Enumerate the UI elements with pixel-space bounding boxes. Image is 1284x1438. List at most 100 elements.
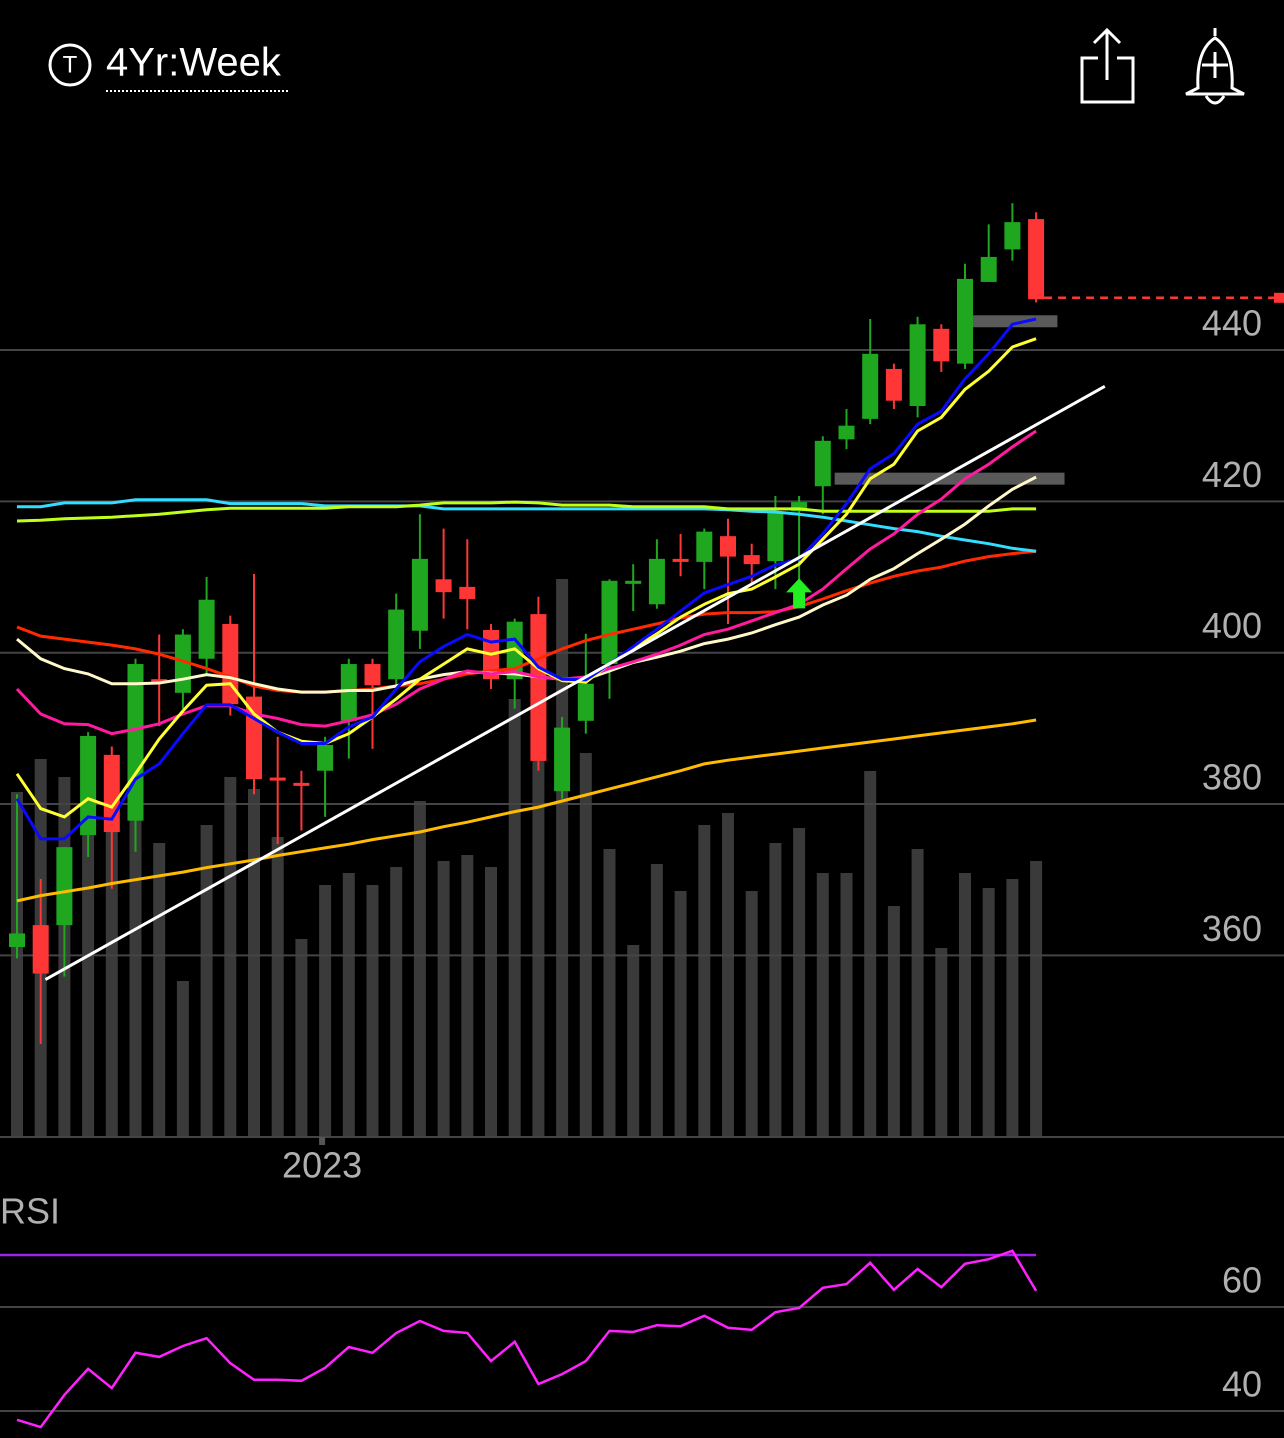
volume-bar bbox=[1030, 861, 1043, 1137]
candle-body bbox=[364, 664, 381, 686]
bell-plus bbox=[1202, 52, 1228, 78]
y-tick-label: 420 bbox=[1202, 454, 1262, 495]
moving-average bbox=[16, 549, 1037, 694]
alert-button[interactable] bbox=[1185, 28, 1245, 105]
panel-title: RSI bbox=[0, 1191, 60, 1232]
volume-bar bbox=[840, 873, 853, 1137]
bell-clapper bbox=[1204, 95, 1226, 105]
volume-bar bbox=[864, 771, 877, 1137]
candle-body bbox=[767, 511, 784, 562]
volume-bar bbox=[556, 579, 569, 1137]
candle-body bbox=[838, 425, 855, 440]
candle-body bbox=[720, 536, 736, 557]
moving-average bbox=[15, 429, 1037, 736]
candle-body bbox=[56, 847, 73, 926]
share-arrow bbox=[1092, 27, 1122, 80]
volume-bar bbox=[887, 906, 900, 1137]
candle-body bbox=[269, 777, 286, 781]
volume-bar bbox=[745, 891, 758, 1137]
share-button[interactable] bbox=[1080, 27, 1135, 104]
candle-body bbox=[909, 324, 926, 407]
moving-average bbox=[16, 500, 1037, 523]
candle-body bbox=[743, 555, 760, 565]
y-tick-label: 440 bbox=[1202, 303, 1262, 344]
volume-bar bbox=[935, 948, 948, 1137]
candle-body bbox=[696, 531, 713, 562]
candle-body bbox=[577, 683, 594, 721]
y-tick-label: 60 bbox=[1222, 1260, 1262, 1301]
moving-average bbox=[17, 498, 1037, 553]
candle-body bbox=[601, 580, 618, 665]
y-tick-label: 40 bbox=[1222, 1364, 1262, 1405]
candle-body bbox=[554, 727, 571, 792]
x-tick-label: 2023 bbox=[282, 1145, 362, 1186]
candle-body bbox=[293, 782, 310, 786]
volume-bar bbox=[271, 837, 284, 1137]
volume-bar bbox=[82, 741, 95, 1137]
y-tick-label: 360 bbox=[1202, 908, 1262, 949]
volume-bar bbox=[366, 885, 379, 1137]
volume-bar bbox=[650, 864, 663, 1137]
candle-body bbox=[80, 735, 97, 836]
volume-bar bbox=[200, 825, 213, 1137]
candle-body bbox=[791, 502, 808, 512]
moving-average bbox=[16, 718, 1037, 903]
volume-bar bbox=[627, 945, 640, 1137]
volume-bar bbox=[224, 777, 237, 1137]
candle-body bbox=[388, 609, 405, 680]
timeframe[interactable]: 4Yr:Week bbox=[106, 41, 282, 85]
volume-bar bbox=[911, 849, 924, 1137]
trendline bbox=[44, 385, 1106, 981]
volume-bar bbox=[248, 789, 260, 1137]
volume-bar bbox=[129, 801, 142, 1137]
volume-bar bbox=[816, 873, 829, 1137]
volume-bar bbox=[722, 813, 734, 1137]
volume-bar bbox=[461, 855, 474, 1137]
candle-body bbox=[459, 586, 476, 599]
support-level bbox=[834, 472, 1065, 485]
candle-body bbox=[9, 933, 25, 948]
candle-body bbox=[1004, 222, 1021, 250]
y-tick-label: 380 bbox=[1202, 757, 1262, 798]
volume-bar bbox=[153, 843, 166, 1137]
candle-body bbox=[32, 925, 49, 974]
bell bbox=[1185, 28, 1245, 96]
candle-body bbox=[862, 353, 879, 419]
volume-bar bbox=[793, 828, 806, 1137]
volume-bar bbox=[674, 891, 687, 1137]
candle-body bbox=[648, 558, 665, 605]
candle-body bbox=[127, 664, 144, 821]
volume-bar bbox=[11, 792, 23, 1137]
candle-body bbox=[198, 599, 215, 659]
candle-body bbox=[672, 558, 689, 562]
candle-body bbox=[885, 368, 902, 401]
candle-body bbox=[957, 278, 973, 364]
moving-average bbox=[15, 317, 1037, 841]
rsi-line bbox=[16, 1249, 1038, 1429]
moving-average bbox=[15, 337, 1037, 819]
volume-bar bbox=[603, 849, 616, 1137]
volume-bar bbox=[1006, 879, 1019, 1137]
volume-bar bbox=[342, 873, 355, 1137]
header: T 4Yr:Week bbox=[48, 27, 1245, 105]
volume-bar bbox=[982, 888, 995, 1137]
symbol-icon[interactable] bbox=[48, 43, 92, 87]
volume-bar bbox=[390, 867, 403, 1137]
volume-bar bbox=[769, 843, 782, 1137]
y-tick-label: 400 bbox=[1202, 605, 1262, 646]
symbol-letter: T bbox=[63, 51, 78, 78]
candle-body bbox=[317, 745, 334, 771]
volume-bar bbox=[413, 801, 426, 1137]
candle-body bbox=[625, 580, 642, 584]
candle-body bbox=[340, 664, 357, 721]
volume-bar bbox=[508, 699, 521, 1137]
candle-body bbox=[933, 328, 950, 362]
volume-bar bbox=[319, 885, 332, 1137]
volume-bar bbox=[176, 981, 189, 1137]
volume-bar bbox=[437, 861, 450, 1137]
volume-bar bbox=[698, 825, 711, 1137]
candle-body bbox=[530, 614, 547, 761]
candle-body bbox=[1028, 219, 1045, 300]
candle-body bbox=[980, 256, 997, 282]
